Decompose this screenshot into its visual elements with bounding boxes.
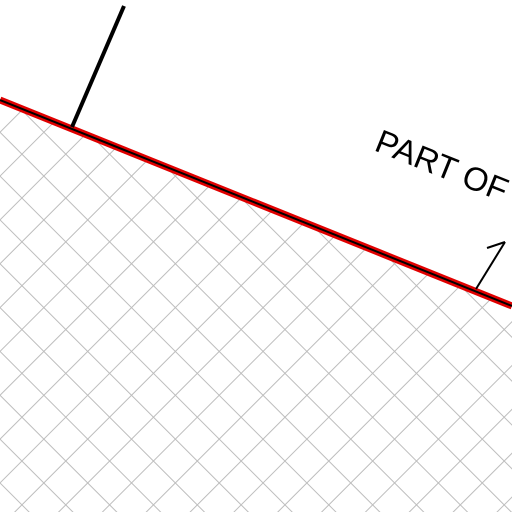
boundary-line <box>0 96 512 310</box>
leader-line-right <box>475 241 506 290</box>
leader-line-left <box>70 5 126 128</box>
hatched-region <box>0 100 512 512</box>
leader-tick-right <box>486 241 506 249</box>
boundary-black-stroke <box>0 99 512 307</box>
